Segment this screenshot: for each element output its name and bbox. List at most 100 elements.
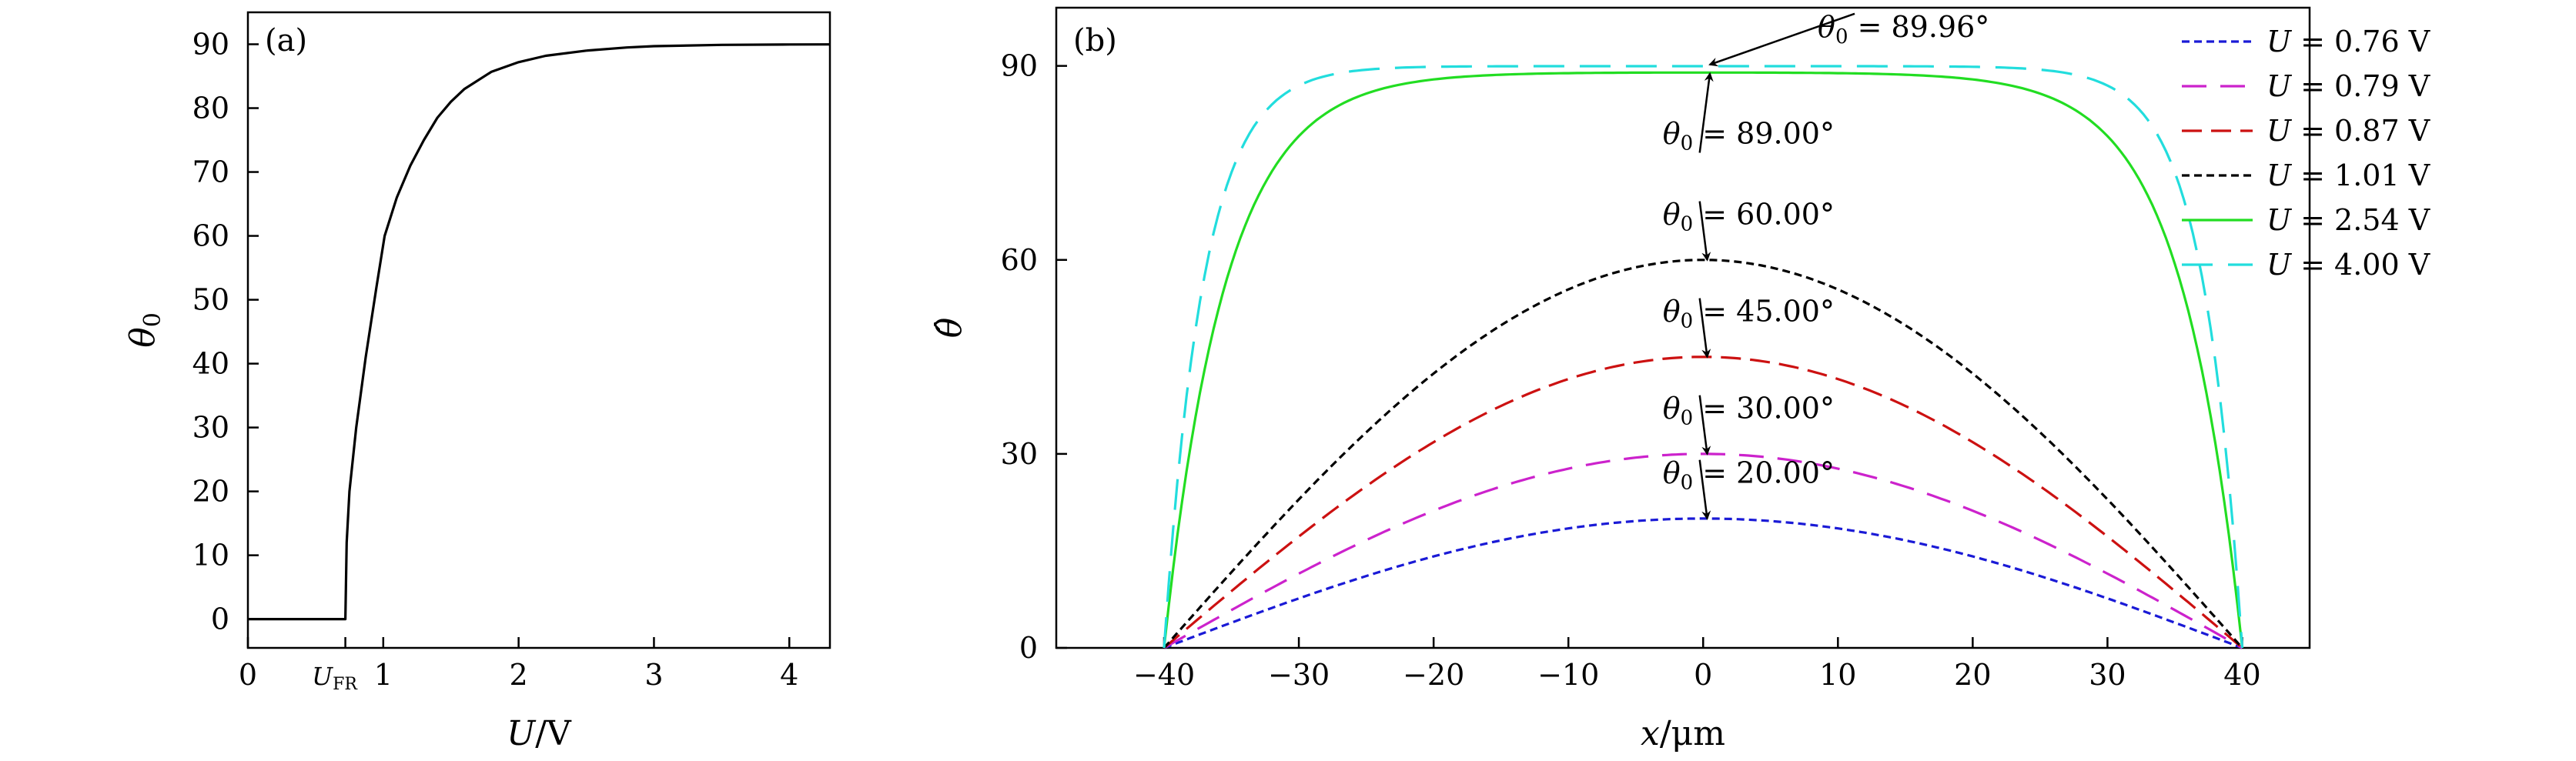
x-tick-label: −40 — [1133, 658, 1195, 692]
panel-b-xlabel-unit: /μm — [1660, 714, 1725, 753]
annotation-arrow — [1698, 298, 1711, 359]
panel-a-ufr-sub: FR — [333, 675, 358, 694]
annotation-var: θ — [1663, 392, 1681, 426]
x-tick-label: 40 — [2223, 658, 2260, 692]
legend-var: U — [2267, 69, 2293, 103]
y-tick-label: 30 — [1001, 437, 1038, 471]
panel-a-xlabel: U/V — [507, 714, 572, 753]
x-tick-label: −20 — [1403, 658, 1464, 692]
y-tick-label: 40 — [192, 347, 229, 381]
y-tick-label: 0 — [211, 602, 229, 636]
panel-a-xlabel-unit: /V — [535, 714, 572, 753]
x-tick-label: 3 — [644, 658, 663, 692]
annotation-sub: 0 — [1681, 132, 1694, 155]
legend-value: = 0.76 V — [2291, 25, 2430, 58]
panel-b-label: (b) — [1073, 23, 1117, 58]
legend-label: U = 0.79 V — [2267, 69, 2430, 103]
theta0-vs-u-curve — [248, 43, 831, 621]
legend-var: U — [2267, 159, 2293, 192]
legend-value: = 0.87 V — [2291, 114, 2430, 148]
annotation-var: θ — [1663, 456, 1681, 490]
x-tick-label: 4 — [780, 658, 798, 692]
x-tick-label: 2 — [510, 658, 528, 692]
annotation-label: θ0 = 30.00° — [1663, 392, 1835, 430]
panel-a-ufr-main: U — [312, 662, 333, 691]
panel-b-xlabel-var: x — [1641, 714, 1660, 753]
legend-var: U — [2267, 248, 2293, 282]
annotation-value: = 30.00° — [1693, 392, 1835, 426]
legend-var: U — [2267, 203, 2293, 237]
y-tick-label: 10 — [192, 539, 229, 572]
annotation-label: θ0 = 45.00° — [1663, 295, 1835, 333]
y-tick-label: 60 — [192, 219, 229, 253]
legend-value: = 0.79 V — [2291, 69, 2430, 103]
annotation-label: θ0 = 89.96° — [1818, 10, 1989, 48]
annotation-var: θ — [1663, 295, 1681, 329]
annotation-value: = 60.00° — [1693, 198, 1835, 232]
legend-label: U = 4.00 V — [2267, 248, 2430, 282]
annotation-arrow — [1698, 459, 1711, 520]
annotation-sub: 0 — [1681, 407, 1694, 430]
panel-a-xlabel-var: U — [507, 714, 537, 753]
annotation-value: = 45.00° — [1693, 295, 1835, 329]
x-tick-label: 0 — [1694, 658, 1712, 692]
x-tick-label: 10 — [1819, 658, 1856, 692]
annotation-arrow — [1708, 12, 1855, 67]
annotation-arrow — [1698, 72, 1714, 153]
legend-label: U = 2.54 V — [2267, 203, 2430, 237]
x-tick-label: 1 — [374, 658, 393, 692]
legend-var: U — [2267, 25, 2293, 58]
y-tick-label: 30 — [192, 411, 229, 445]
panel-b-xlabel: x/μm — [1641, 714, 1725, 753]
x-tick-label: 20 — [1954, 658, 1991, 692]
legend-label: U = 0.87 V — [2267, 114, 2430, 148]
y-tick-label: 0 — [1019, 631, 1038, 665]
y-tick-label: 20 — [192, 475, 229, 509]
x-tick-label: 0 — [239, 658, 257, 692]
annotation-sub: 0 — [1681, 310, 1694, 333]
panel-a-frame — [246, 11, 831, 649]
panel-b-annotations: θ0 = 89.96°θ0 = 89.00°θ0 = 60.00°θ0 = 45… — [1663, 10, 1989, 520]
legend-label: U = 1.01 V — [2267, 159, 2430, 192]
panel-b-ylabel: θ̂ — [930, 318, 969, 339]
annotation-sub: 0 — [1681, 472, 1694, 495]
legend-label: U = 0.76 V — [2267, 25, 2430, 58]
annotation-var: θ — [1663, 116, 1681, 150]
x-tick-label: 30 — [2089, 658, 2126, 692]
x-tick-label: −30 — [1268, 658, 1330, 692]
y-tick-label: 90 — [1001, 49, 1038, 83]
annotation-arrow — [1698, 395, 1711, 456]
y-tick-label: 80 — [192, 92, 229, 125]
y-tick-label: 90 — [192, 28, 229, 62]
annotation-value: = 89.96° — [1848, 10, 1989, 44]
profile-curve — [1163, 65, 2244, 649]
annotation-sub: 0 — [1681, 213, 1694, 236]
panel-b-legend: U = 0.76 VU = 0.79 VU = 0.87 VU = 1.01 V… — [2182, 25, 2430, 282]
panel-a-label: (a) — [265, 23, 307, 58]
panel-a-ufr-tick-label: UFR — [312, 662, 358, 694]
annotation-arrow — [1698, 201, 1711, 262]
panel-b-ticks: −40 −30 −20 −10 0 10 20 30 40 0 30 60 90 — [1001, 49, 2261, 692]
legend-var: U — [2267, 114, 2293, 148]
annotation-var: θ — [1663, 198, 1681, 232]
legend-value: = 4.00 V — [2291, 248, 2430, 282]
panel-b-frame — [1055, 6, 2311, 649]
profile-curve — [1163, 517, 2243, 649]
y-tick-label: 50 — [192, 283, 229, 317]
annotation-label: θ0 = 20.00° — [1663, 456, 1835, 495]
x-tick-label: −10 — [1537, 658, 1599, 692]
profile-curve — [1163, 71, 2244, 649]
y-tick-label: 70 — [192, 155, 229, 189]
legend-value: = 2.54 V — [2291, 203, 2430, 237]
annotation-value: = 89.00° — [1693, 116, 1835, 150]
annotation-label: θ0 = 89.00° — [1663, 116, 1835, 155]
annotation-var: θ — [1818, 10, 1835, 44]
panel-a-curve-group — [248, 43, 831, 621]
panel-b-curves — [1163, 65, 2244, 649]
legend-value: = 1.01 V — [2291, 159, 2430, 192]
